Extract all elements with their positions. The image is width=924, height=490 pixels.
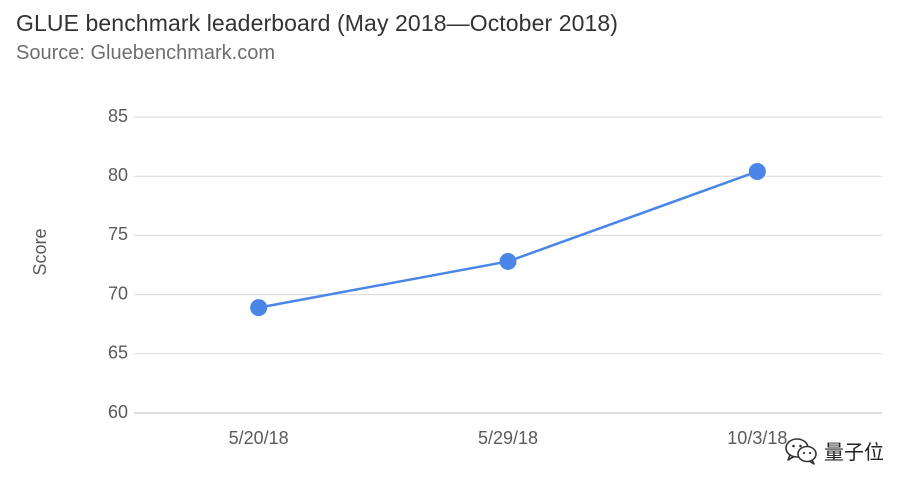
y-tick-label: 70 — [108, 283, 128, 303]
series-line-layer — [258, 170, 758, 309]
x-tick-label: 10/3/18 — [727, 428, 787, 448]
y-axis-label: Score — [30, 228, 50, 275]
data-point[interactable] — [250, 299, 268, 317]
y-tick-label: 80 — [108, 165, 128, 185]
y-tick-label: 65 — [108, 343, 128, 363]
wechat-icon — [784, 437, 818, 465]
watermark: 量子位 — [784, 436, 884, 465]
data-point[interactable] — [748, 162, 766, 180]
y-tick-labels: 60 65 70 75 80 85 — [108, 106, 128, 422]
x-tick-label: 5/29/18 — [478, 428, 538, 448]
x-tick-label: 5/20/18 — [229, 428, 289, 448]
watermark-text: 量子位 — [824, 442, 884, 464]
series-line — [258, 170, 758, 309]
data-point[interactable] — [499, 252, 517, 270]
chart-title: GLUE benchmark leaderboard (May 2018—Oct… — [16, 10, 619, 36]
x-tick-labels: 5/20/18 5/29/18 10/3/18 — [229, 428, 788, 448]
chart-subtitle: Source: Gluebenchmark.com — [16, 42, 276, 64]
grid-lines — [134, 116, 882, 414]
y-tick-label: 60 — [108, 402, 128, 422]
data-points — [250, 162, 766, 317]
y-tick-label: 75 — [108, 224, 128, 244]
y-tick-label: 85 — [108, 106, 128, 126]
